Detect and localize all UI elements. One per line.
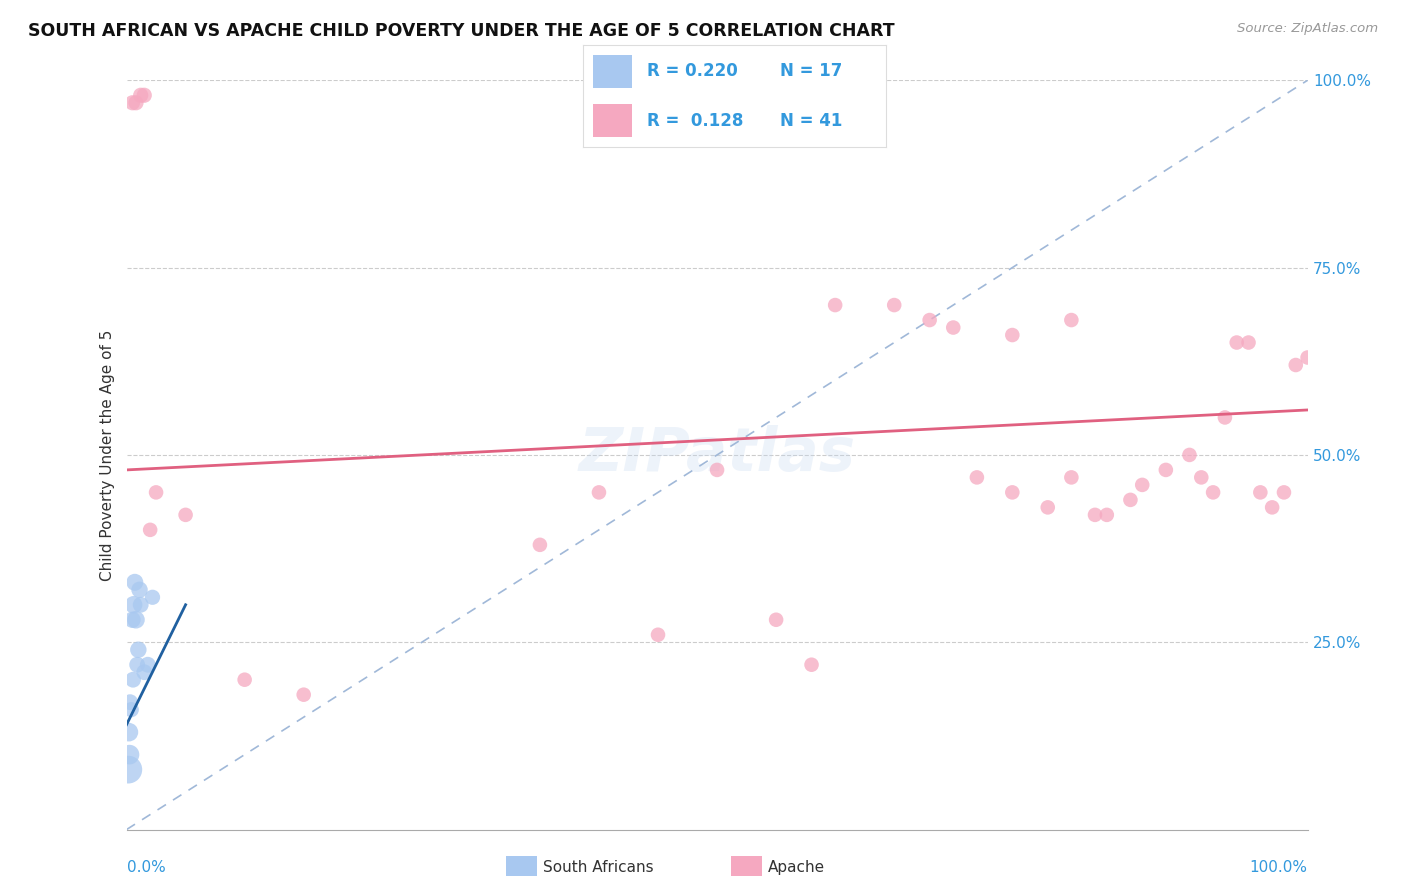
Point (127, 657, 149, 672)
Point (706, 463, 728, 477)
Point (966, 470, 988, 484)
Point (145, 485, 167, 500)
Text: R =  0.128: R = 0.128 (647, 112, 744, 129)
Point (1226, 335, 1249, 350)
Point (128, 582, 150, 597)
Point (1154, 463, 1177, 477)
Text: R = 0.220: R = 0.220 (647, 62, 738, 80)
Text: South Africans: South Africans (543, 860, 654, 874)
Point (942, 320, 965, 334)
Point (129, 598, 152, 612)
Point (1202, 485, 1225, 500)
Point (1084, 508, 1107, 522)
Point (1261, 500, 1284, 515)
Point (141, 591, 163, 605)
Point (120, 703, 142, 717)
Text: 100.0%: 100.0% (1250, 860, 1308, 874)
Bar (592, 55, 631, 87)
Point (118, 725, 141, 739)
Point (1095, 508, 1118, 522)
Text: SOUTH AFRICAN VS APACHE CHILD POVERTY UNDER THE AGE OF 5 CORRELATION CHART: SOUTH AFRICAN VS APACHE CHILD POVERTY UN… (28, 22, 894, 40)
Point (134, 665, 156, 680)
Point (1001, 485, 1024, 500)
Point (1285, 358, 1308, 372)
Point (765, 613, 787, 627)
Point (1130, 478, 1153, 492)
Point (121, 95, 143, 110)
Point (647, 628, 669, 642)
Point (1189, 470, 1212, 484)
Text: ZIPatlas: ZIPatlas (578, 425, 856, 484)
Point (1001, 328, 1024, 343)
Point (233, 673, 256, 687)
Point (883, 298, 905, 312)
Point (120, 695, 142, 709)
Point (122, 598, 145, 612)
Y-axis label: Child Poverty Under the Age of 5: Child Poverty Under the Age of 5 (100, 329, 115, 581)
Point (118, 747, 141, 762)
Point (125, 95, 148, 110)
Point (174, 508, 197, 522)
Text: N = 41: N = 41 (780, 112, 842, 129)
Point (1237, 335, 1260, 350)
Point (824, 298, 846, 312)
Point (918, 313, 941, 327)
Text: Source: ZipAtlas.com: Source: ZipAtlas.com (1237, 22, 1378, 36)
Point (1178, 448, 1201, 462)
Point (292, 688, 315, 702)
Point (1213, 410, 1236, 425)
Bar (592, 104, 631, 137)
Point (122, 673, 145, 687)
Point (588, 485, 610, 500)
Point (121, 613, 143, 627)
Point (529, 538, 551, 552)
Point (800, 657, 823, 672)
Point (1060, 470, 1083, 484)
Point (1060, 313, 1083, 327)
Point (1036, 500, 1059, 515)
Text: Apache: Apache (768, 860, 825, 874)
Point (125, 613, 148, 627)
Point (1272, 485, 1295, 500)
Point (117, 763, 139, 777)
Text: N = 17: N = 17 (780, 62, 842, 80)
Point (1249, 485, 1271, 500)
Point (1296, 351, 1319, 365)
Point (124, 575, 146, 590)
Point (129, 88, 152, 103)
Point (127, 642, 149, 657)
Point (1119, 492, 1142, 507)
Point (134, 88, 156, 103)
Point (136, 657, 159, 672)
Point (139, 523, 162, 537)
Text: 0.0%: 0.0% (127, 860, 166, 874)
